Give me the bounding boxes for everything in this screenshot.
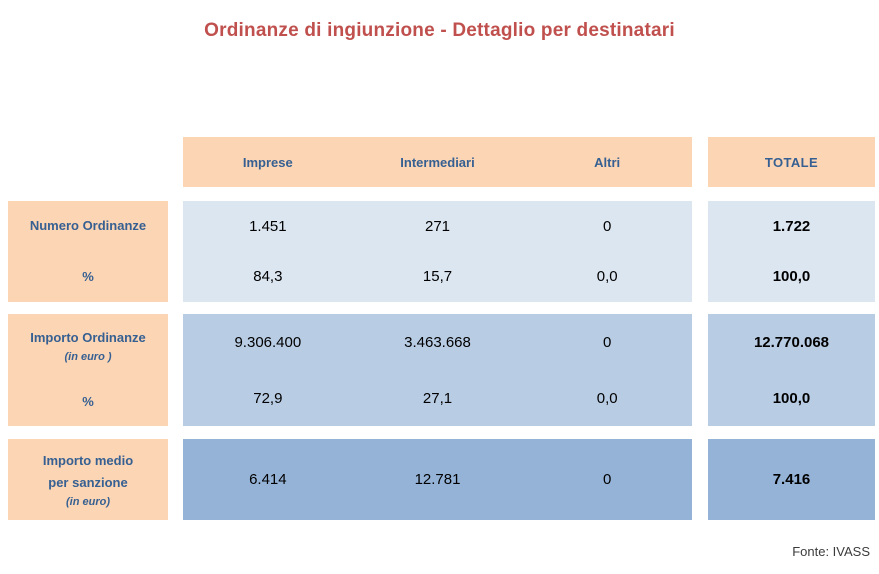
row-label-importo-medio: Importo medio <box>42 452 134 468</box>
row-label-importo-ordinanze: Importo Ordinanze <box>30 330 146 345</box>
cell-value: 12.781 <box>414 471 461 488</box>
row-group-importo-ordinanze: Importo Ordinanze (in euro ) % 9.306.400… <box>0 314 879 426</box>
column-header-imprese: Imprese <box>242 154 293 170</box>
data-block-importo-medio: 6.414 12.781 0 <box>183 439 692 520</box>
cell-value: 0,0 <box>596 389 618 407</box>
data-column-altri: 0 <box>522 439 692 520</box>
page-title: Ordinanze di ingiunzione - Dettaglio per… <box>204 20 675 41</box>
cell-value: 0 <box>603 333 612 351</box>
column-header-altri: Altri <box>594 154 621 170</box>
cell-value: 271 <box>424 217 451 235</box>
cell-value: 0 <box>603 471 612 488</box>
row-label-box-importo-medio: Importo medio per sanzione (in euro) <box>8 439 168 520</box>
row-label-numero-ordinanze: Numero Ordinanze <box>29 218 147 234</box>
total-value: 100,0 <box>772 268 811 286</box>
total-value: 12.770.068 <box>753 333 830 351</box>
row-label-block: Importo Ordinanze (in euro ) <box>30 327 146 365</box>
data-block-importo-ordinanze: 9.306.400 72,9 3.463.668 27,1 0 0,0 <box>183 314 692 426</box>
row-group-numero-ordinanze: Numero Ordinanze % 1.451 84,3 271 15,7 0… <box>0 201 879 302</box>
column-header-intermediari: Intermediari <box>400 154 475 170</box>
data-block-numero-ordinanze: 1.451 84,3 271 15,7 0 0,0 <box>183 201 692 302</box>
column-header-row: Imprese Intermediari Altri <box>183 137 692 187</box>
cell-value: 27,1 <box>422 389 453 407</box>
cell-value: 9.306.400 <box>234 333 302 351</box>
row-label-numero-percent: % <box>82 268 94 284</box>
cell-value: 15,7 <box>422 268 453 286</box>
data-column-intermediari: 12.781 <box>353 439 523 520</box>
cell-value: 0 <box>603 217 612 235</box>
total-value: 7.416 <box>772 471 811 488</box>
row-label-box-importo-ordinanze: Importo Ordinanze (in euro ) % <box>8 314 168 426</box>
row-sublabel-in-euro: (in euro) <box>66 495 110 508</box>
cell-value: 6.414 <box>249 471 287 488</box>
data-column-imprese: 1.451 84,3 <box>183 201 353 302</box>
cell-value: 0,0 <box>596 268 618 286</box>
data-column-altri: 0 0,0 <box>522 201 692 302</box>
cell-value: 84,3 <box>253 268 283 286</box>
row-label-block: Importo medio per sanzione (in euro) <box>43 450 133 510</box>
data-column-imprese: 6.414 <box>183 439 353 520</box>
cell-value: 3.463.668 <box>404 333 471 351</box>
total-block-importo-medio: 7.416 <box>708 439 875 520</box>
total-block-importo-ordinanze: 12.770.068 100,0 <box>708 314 875 426</box>
cell-value: 1.451 <box>249 217 287 235</box>
row-group-importo-medio: Importo medio per sanzione (in euro) 6.4… <box>0 439 879 520</box>
data-column-imprese: 9.306.400 72,9 <box>183 314 353 426</box>
row-label-box-numero-ordinanze: Numero Ordinanze % <box>8 201 168 302</box>
total-value: 100,0 <box>772 389 811 407</box>
row-sublabel-in-euro: (in euro ) <box>64 351 112 363</box>
data-column-intermediari: 271 15,7 <box>353 201 523 302</box>
column-header-totale: TOTALE <box>708 137 875 187</box>
row-label-importo-percent: % <box>82 394 94 409</box>
total-block-numero-ordinanze: 1.722 100,0 <box>708 201 875 302</box>
row-label-per-sanzione: per sanzione <box>48 474 128 490</box>
source-note: Fonte: IVASS <box>792 544 870 559</box>
data-column-altri: 0 0,0 <box>522 314 692 426</box>
data-column-intermediari: 3.463.668 27,1 <box>353 314 523 426</box>
total-value: 1.722 <box>772 217 811 235</box>
cell-value: 72,9 <box>253 389 283 407</box>
